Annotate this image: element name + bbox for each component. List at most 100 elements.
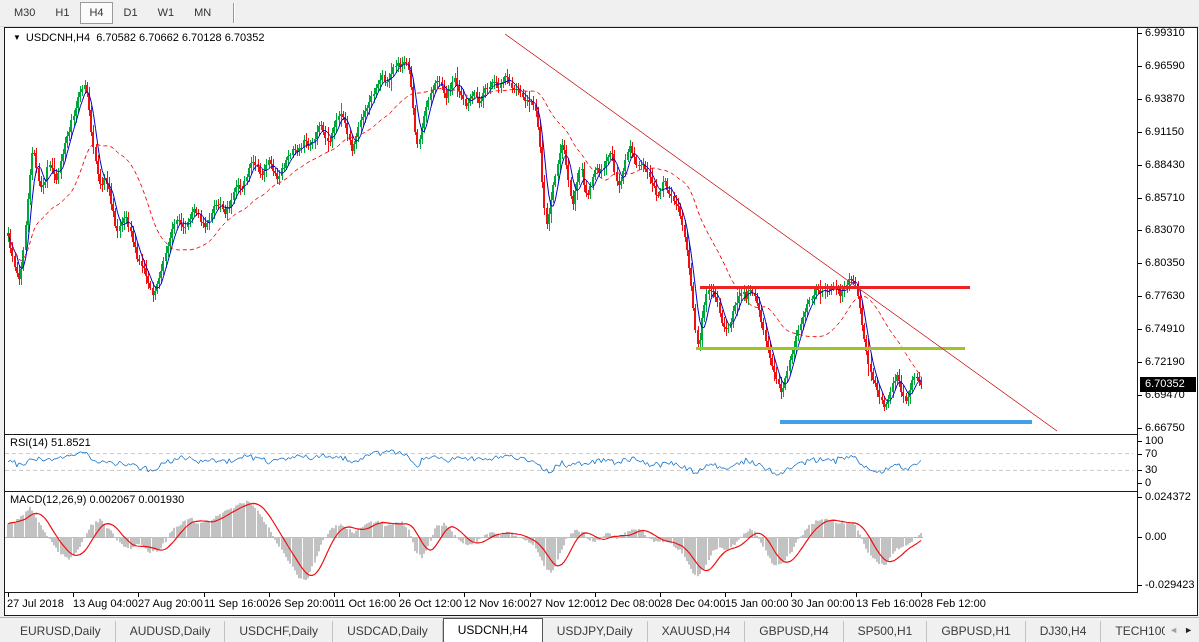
price-axis-label-tick (1138, 66, 1142, 67)
macd-axis-label-tick (1138, 497, 1142, 498)
macd-label: MACD(12,26,9) 0.002067 0.001930 (10, 494, 185, 506)
price-axis-label-tick (1138, 33, 1142, 34)
symbol-tab-bar: EURUSD,Daily AUDUSD,Daily USDCHF,Daily USDC… (0, 617, 1199, 642)
pane-separator-rsi[interactable] (5, 434, 1137, 435)
rsi-axis-label-tick (1138, 470, 1142, 471)
price-axis-label: 6.80350 (1145, 257, 1185, 269)
price-axis-label-tick (1138, 428, 1142, 429)
time-axis-label: 12 Dec 08:00 (595, 598, 661, 610)
macd-axis-label: 0.00 (1145, 531, 1167, 543)
timeframe-button-W1[interactable]: W1 (157, 7, 175, 19)
price-axis-label: 6.85710 (1145, 192, 1185, 204)
time-axis-tick (399, 593, 400, 597)
timeframe-button-H1[interactable]: H1 (55, 7, 70, 19)
price-axis-label-tick (1138, 165, 1142, 166)
chart-window: ▼ USDCNH,H4 6.70582 6.70662 6.70128 6.703… (4, 27, 1198, 616)
symbol-tab-USDCHF-Daily[interactable]: USDCHF,Daily (225, 621, 334, 642)
rsi-axis-label-tick (1138, 441, 1142, 442)
price-axis-label-tick (1138, 198, 1142, 199)
chart-title: ▼ USDCNH,H4 6.70582 6.70662 6.70128 6.703… (13, 32, 264, 44)
macd-axis-label-tick (1138, 585, 1142, 586)
time-axis[interactable]: 27 Jul 2018 13 Aug 04:00 27 Aug 20:00 11 Se… (5, 593, 1197, 615)
price-axis-label: 6.91150 (1145, 126, 1184, 138)
time-axis-label: 13 Aug 04:00 (73, 598, 138, 610)
price-axis-label: 6.66750 (1145, 422, 1185, 434)
chart-dropdown-icon[interactable]: ▼ (13, 33, 21, 42)
rsi-axis-label: 30 (1145, 464, 1158, 476)
rsi-axis-label-tick (1138, 483, 1142, 484)
pane-separator-timeaxis (5, 592, 1197, 593)
price-chart-canvas[interactable] (5, 28, 1137, 434)
symbol-tab-DJ30-H4[interactable]: DJ30,H4 (1026, 621, 1102, 642)
time-axis-label: 30 Jan 00:00 (791, 598, 855, 610)
price-axis-label: 6.93870 (1145, 93, 1185, 105)
time-axis-label: 27 Nov 12:00 (530, 598, 596, 610)
symbol-tab-AUDUSD-Daily[interactable]: AUDUSD,Daily (116, 621, 226, 642)
symbol-tab-GBPUSD-H1[interactable]: GBPUSD,H1 (927, 621, 1026, 642)
symbol-tab-GBPUSD-H4[interactable]: GBPUSD,H4 (745, 621, 844, 642)
time-axis-tick (530, 593, 531, 597)
symbol-tab-USDCNH-H4[interactable]: USDCNH,H4 (442, 618, 543, 642)
time-axis-label: 13 Feb 16:00 (856, 598, 921, 610)
tab-scroll-left-icon[interactable]: ◄ (1169, 625, 1179, 635)
price-axis-label: 6.96590 (1145, 60, 1185, 72)
time-axis-label: 15 Jan 00:00 (725, 598, 789, 610)
rsi-indicator-canvas[interactable] (5, 435, 1137, 491)
price-axis-label: 6.74910 (1145, 323, 1185, 335)
chart-ohlc-values: 6.70582 6.70662 6.70128 6.70352 (96, 32, 265, 44)
timeframe-button-D1[interactable]: D1 (123, 7, 138, 19)
symbol-tab-USDCAD-Daily[interactable]: USDCAD,Daily (333, 621, 443, 642)
macd-indicator-canvas[interactable] (5, 492, 1137, 592)
time-axis-label: 28 Feb 12:00 (921, 598, 986, 610)
time-axis-label: 12 Nov 16:00 (464, 598, 530, 610)
time-axis-label: 11 Oct 16:00 (334, 598, 397, 610)
price-axis-label-tick (1138, 132, 1142, 133)
timeframe-buttons: M30 H1 H4 D1 W1 MN (4, 2, 221, 24)
time-axis-label: 26 Sep 20:00 (269, 598, 335, 610)
rsi-label: RSI(14) 51.8521 (10, 437, 91, 449)
time-axis-label: 26 Oct 12:00 (399, 598, 462, 610)
time-axis-tick (204, 593, 205, 597)
timeframe-button-MN[interactable]: MN (194, 7, 212, 19)
price-axis-label: 6.99310 (1145, 27, 1185, 39)
time-axis-tick (269, 593, 270, 597)
axis-separator (1137, 28, 1138, 593)
time-axis-tick (725, 593, 726, 597)
time-axis-tick (595, 593, 596, 597)
symbol-tab-EURUSD-Daily[interactable]: EURUSD,Daily (6, 621, 116, 642)
chart-symbol-timeframe: USDCNH,H4 (25, 32, 91, 44)
time-axis-label: 27 Jul 2018 (7, 598, 64, 610)
time-axis-tick (8, 593, 9, 597)
timeframe-button-M30[interactable]: M30 (14, 7, 36, 19)
rsi-axis-label-tick (1138, 454, 1142, 455)
macd-axis-label: 0.024372 (1145, 491, 1191, 503)
time-axis-tick (660, 593, 661, 597)
price-axis-label: 6.83070 (1145, 224, 1185, 236)
symbol-tab-XAUUSD-H4[interactable]: XAUUSD,H4 (648, 621, 746, 642)
macd-axis-label-tick (1138, 537, 1142, 538)
price-axis-label-tick (1138, 230, 1142, 231)
current-price-badge: 6.70352 (1140, 377, 1196, 392)
price-axis-label: 6.77630 (1145, 290, 1185, 302)
timeframe-button-H4[interactable]: H4 (80, 2, 113, 24)
time-axis-label: 11 Sep 16:00 (204, 598, 269, 610)
toolbar-separator (233, 3, 236, 23)
time-axis-tick (921, 593, 922, 597)
tab-scroll-arrows: ◄ ► (1165, 618, 1197, 642)
price-axis[interactable]: 6.99310 6.96590 6.93870 6.91150 6.88430 6.857… (1138, 27, 1197, 593)
timeframe-toolbar: M30 H1 H4 D1 W1 MN (0, 0, 1199, 27)
symbol-tab-USDJPY-Daily[interactable]: USDJPY,Daily (543, 621, 648, 642)
symbol-tab-SP500-H1[interactable]: SP500,H1 (844, 621, 928, 642)
time-axis-tick (791, 593, 792, 597)
pane-separator-macd[interactable] (5, 491, 1137, 492)
time-axis-label: 27 Aug 20:00 (138, 598, 203, 610)
rsi-axis-label: 0 (1145, 477, 1152, 489)
price-axis-label-tick (1138, 329, 1142, 330)
time-axis-tick (856, 593, 857, 597)
time-axis-label: 28 Dec 04:00 (660, 598, 726, 610)
price-axis-label: 6.88430 (1145, 159, 1185, 171)
time-axis-tick (138, 593, 139, 597)
tab-scroll-right-icon[interactable]: ► (1184, 625, 1193, 635)
price-axis-label-tick (1138, 362, 1142, 363)
time-axis-tick (464, 593, 465, 597)
